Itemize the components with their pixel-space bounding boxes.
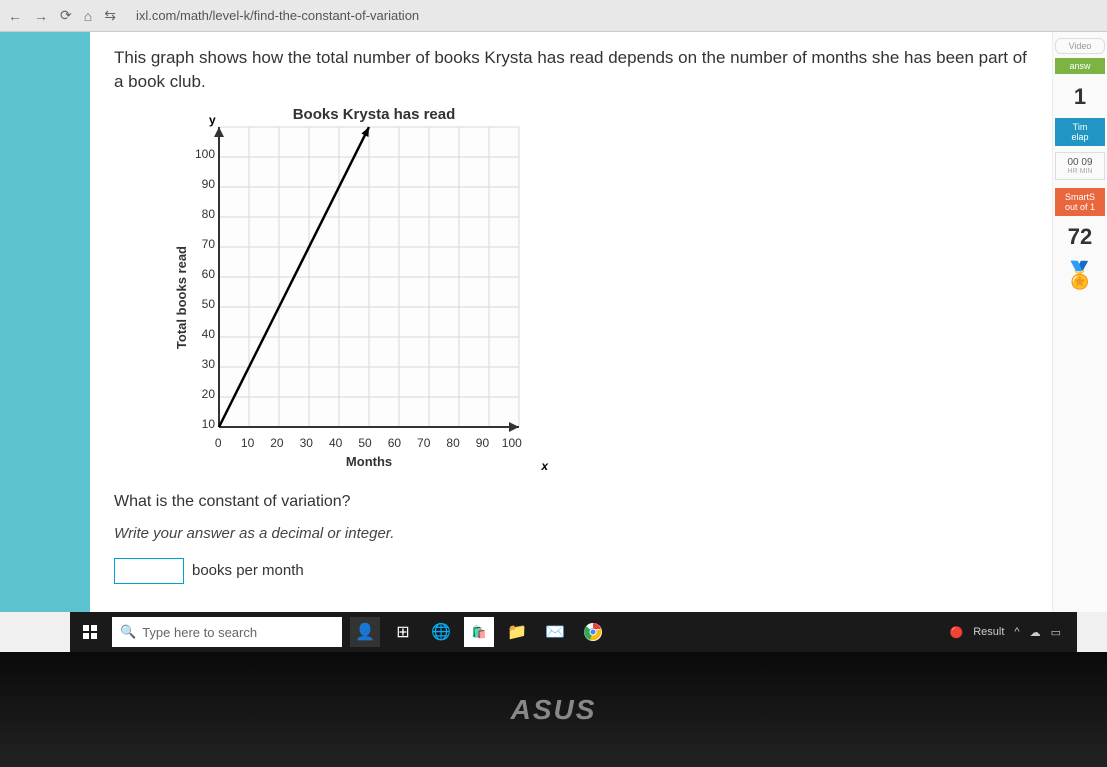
site-settings-icon[interactable]: ⇆ [104,7,116,24]
ribbon-icon: 🏅 [1055,260,1105,291]
y-axis-letter: y [209,113,216,127]
left-sidebar [0,32,90,612]
clock-hr-sub: HR [1068,168,1078,175]
chart-container: Books Krysta has read Total books read 1… [174,106,1028,469]
windows-icon [83,625,97,639]
system-tray[interactable]: 🔴 Result ^ ☁ ▭ [950,626,1071,639]
edge-icon[interactable]: 🌐 [426,617,456,647]
hint-text: Write your answer as a decimal or intege… [114,525,1028,542]
y-tick: 60 [195,268,215,280]
video-button[interactable]: Video [1055,38,1105,54]
windows-taskbar: 🔍 Type here to search 👤 ⊞ 🌐 🛍️ 📁 ✉️ 🔴 Re… [70,612,1077,652]
home-icon[interactable]: ⌂ [84,8,92,24]
task-view-icon[interactable]: ⊞ [388,617,418,647]
x-axis-label: Months [219,454,519,469]
chart-plot [219,127,519,427]
y-axis-ticks: 100 90 80 70 60 50 40 30 20 10 [195,148,215,448]
taskbar-app-1[interactable]: 👤 [350,617,380,647]
forward-icon[interactable]: → [34,8,48,24]
x-axis-letter: x [541,459,548,473]
y-tick: 40 [195,328,215,340]
tray-icon-1[interactable]: ☁ [1030,626,1041,639]
y-axis-label: Total books read [174,246,189,349]
laptop-chassis: ASUS [0,652,1107,767]
time-box: Tim elap [1055,118,1105,146]
answer-row: books per month [114,558,1028,584]
smartscore-value: 72 [1055,224,1105,250]
tray-result-label: Result [973,626,1004,638]
reload-icon[interactable]: ⟳ [60,7,72,24]
y-tick: 90 [195,178,215,190]
y-tick: 50 [195,298,215,310]
chart-title: Books Krysta has read [204,106,544,123]
time-label2: elap [1056,132,1104,142]
start-button[interactable] [76,618,104,646]
stats-sidebar: Video answ 1 Tim elap 00 09 HR MIN Smart… [1052,32,1107,612]
chrome-icon[interactable] [578,617,608,647]
y-tick: 70 [195,238,215,250]
x-tick: 100 [490,436,534,450]
answer-unit: books per month [192,562,304,579]
x-axis-ticks: 0102030405060708090100 [204,436,534,450]
page-content: This graph shows how the total number of… [0,32,1107,612]
questions-count: 1 [1055,84,1105,110]
smart-label2: out of 1 [1056,202,1104,212]
y-tick: 30 [195,358,215,370]
y-tick: 10 [195,418,215,430]
taskbar-search[interactable]: 🔍 Type here to search [112,617,342,647]
laptop-brand: ASUS [511,694,597,726]
clock-min: 09 [1081,157,1092,168]
y-tick: 80 [195,208,215,220]
store-icon[interactable]: 🛍️ [464,617,494,647]
main-content: This graph shows how the total number of… [90,32,1052,612]
clock-hr: 00 [1067,157,1078,168]
chevron-up-icon[interactable]: ^ [1014,626,1019,638]
search-icon: 🔍 [120,624,136,640]
answer-input[interactable] [114,558,184,584]
tray-app-icon: 🔴 [950,626,964,639]
problem-intro: This graph shows how the total number of… [114,46,1028,94]
search-placeholder: Type here to search [142,625,257,640]
address-bar-url[interactable]: ixl.com/math/level-k/find-the-constant-o… [136,8,419,23]
y-tick: 100 [195,148,215,160]
chrome-logo-icon [583,622,603,642]
question-text: What is the constant of variation? [114,493,1028,511]
answered-box: answ [1055,58,1105,74]
mail-icon[interactable]: ✉️ [540,617,570,647]
tray-icon-2[interactable]: ▭ [1051,626,1061,639]
time-label1: Tim [1056,122,1104,132]
browser-toolbar: ← → ⟳ ⌂ ⇆ ixl.com/math/level-k/find-the-… [0,0,1107,32]
explorer-icon[interactable]: 📁 [502,617,532,647]
clock-box: 00 09 HR MIN [1055,152,1105,180]
smart-label1: SmartS [1056,192,1104,202]
back-icon[interactable]: ← [8,8,22,24]
y-tick: 20 [195,388,215,400]
clock-min-sub: MIN [1080,168,1093,175]
smartscore-box: SmartS out of 1 [1055,188,1105,216]
